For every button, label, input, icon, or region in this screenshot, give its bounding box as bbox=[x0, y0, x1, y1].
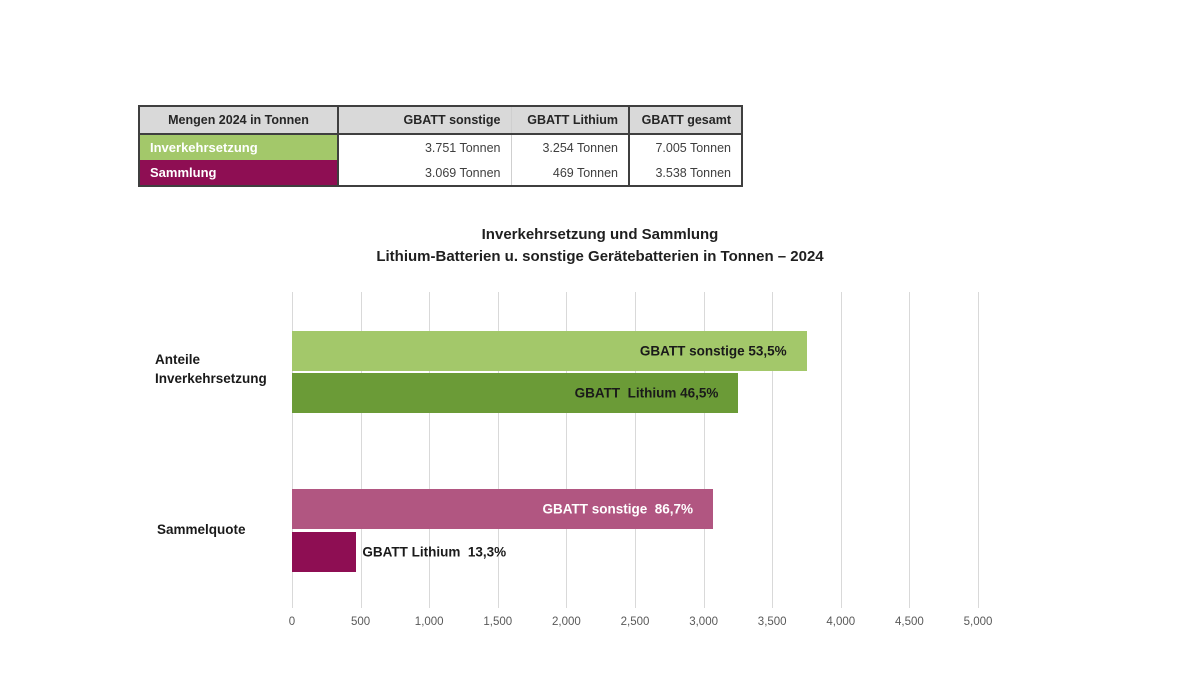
bar-label-inverkehrsetzung-sonstige: GBATT sonstige 53,5% bbox=[639, 343, 787, 359]
gridline bbox=[909, 292, 911, 608]
x-tick-label: 3,500 bbox=[757, 616, 787, 628]
plot-area: GBATT sonstige 53,5% GBATT Lithium 46,5%… bbox=[292, 292, 979, 608]
x-tick-label: 2,000 bbox=[552, 616, 581, 628]
cell-sammlung-gesamt: 3.538 Tonnen bbox=[629, 160, 742, 186]
cell-sammlung-lithium: 469 Tonnen bbox=[511, 160, 630, 186]
chart-title: Inverkehrsetzung und Sammlung Lithium-Ba… bbox=[300, 224, 900, 268]
category-label-anteile-inverkehrsetzung: Anteile Inverkehrsetzung bbox=[155, 352, 267, 386]
bar-label-inverkehrsetzung-lithium: GBATT Lithium 46,5% bbox=[574, 385, 719, 401]
bar-label-sammelquote-sonstige: GBATT sonstige 86,7% bbox=[542, 501, 694, 517]
table-corner-header: Mengen 2024 in Tonnen bbox=[139, 106, 339, 135]
x-tick-label: 3,000 bbox=[689, 616, 718, 628]
gridline bbox=[360, 292, 362, 608]
bar-inverkehrsetzung-sonstige: GBATT sonstige 53,5% bbox=[292, 331, 807, 371]
x-tick-label: 4,000 bbox=[826, 616, 856, 628]
x-tick-label: 4,500 bbox=[895, 616, 924, 628]
table-header-gbatt-gesamt: GBATT gesamt bbox=[629, 106, 742, 135]
cell-inverkehrsetzung-lithium: 3.254 Tonnen bbox=[511, 134, 630, 160]
gridline bbox=[703, 292, 705, 608]
category-label-sammelquote: Sammelquote bbox=[157, 522, 246, 537]
x-axis: 0 500 1,000 1,500 2,000 2,500 3,000 3,500 4,000 4… bbox=[288, 616, 993, 634]
x-tick-label: 0 bbox=[288, 616, 296, 628]
row-label-inverkehrsetzung: Inverkehrsetzung bbox=[139, 134, 339, 160]
gridline bbox=[566, 292, 568, 608]
gridline bbox=[635, 292, 636, 608]
table-row: Sammlung 3.069 Tonnen 469 Tonnen 3.538 T… bbox=[139, 160, 742, 186]
x-tick-label: 500 bbox=[351, 616, 371, 628]
gridline bbox=[978, 292, 979, 608]
row-label-sammlung: Sammlung bbox=[139, 160, 339, 186]
bar-inverkehrsetzung-lithium: GBATT Lithium 46,5% bbox=[292, 373, 739, 413]
table-row: Inverkehrsetzung 3.751 Tonnen 3.254 Tonn… bbox=[139, 134, 742, 160]
cell-sammlung-sonstige: 3.069 Tonnen bbox=[338, 160, 512, 186]
cell-inverkehrsetzung-gesamt: 7.005 Tonnen bbox=[629, 134, 742, 160]
chart-title-line2: Lithium-Batterien u. sonstige Gerätebatt… bbox=[376, 248, 824, 265]
gridline bbox=[772, 292, 774, 608]
table-header-gbatt-lithium: GBATT Lithium bbox=[511, 106, 630, 135]
gridline bbox=[497, 292, 499, 608]
x-tick-label: 1,500 bbox=[483, 616, 513, 628]
chart-title-line1: Inverkehrsetzung und Sammlung bbox=[481, 226, 719, 243]
gridline bbox=[840, 292, 842, 608]
table-header-gbatt-sonstige: GBATT sonstige bbox=[338, 106, 512, 135]
x-tick-label: 5,000 bbox=[963, 616, 993, 628]
bar-label-sammelquote-lithium: GBATT Lithium 13,3% bbox=[362, 544, 507, 560]
bar-sammelquote-lithium: GBATT Lithium 13,3% bbox=[292, 532, 506, 572]
x-tick-label: 1,000 bbox=[414, 616, 444, 628]
x-tick-label: 2,500 bbox=[620, 616, 650, 628]
bar-sammelquote-sonstige: GBATT sonstige 86,7% bbox=[292, 489, 714, 529]
cell-inverkehrsetzung-sonstige: 3.751 Tonnen bbox=[338, 134, 512, 160]
quantities-table: Mengen 2024 in Tonnen GBATT sonstige GBA… bbox=[138, 105, 743, 187]
gridline bbox=[292, 292, 293, 608]
gridline bbox=[429, 292, 431, 608]
